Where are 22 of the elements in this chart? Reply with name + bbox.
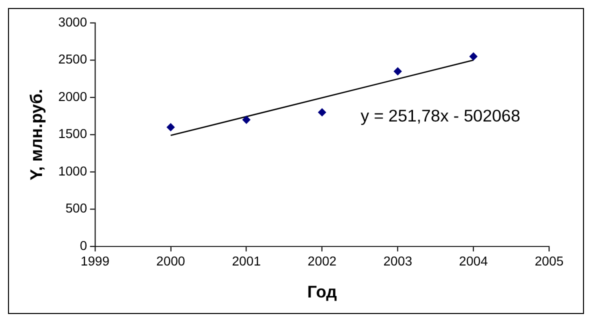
y-tick-label: 1500 — [58, 126, 88, 142]
y-tick-label: 2000 — [58, 88, 88, 104]
y-tick-label: 3000 — [58, 14, 88, 30]
y-tick-label: 500 — [65, 200, 88, 216]
x-tick-label: 2003 — [383, 254, 412, 269]
annotation: y = 251,78x - 502068 — [360, 106, 520, 126]
point — [469, 52, 478, 60]
x-tick-label: 1999 — [80, 254, 110, 269]
y-tick-label: 1000 — [58, 164, 88, 178]
y-axis-title: Y, млн.руб. — [26, 88, 46, 180]
point — [394, 67, 402, 76]
point — [166, 123, 175, 132]
x-tick-label: 2004 — [459, 254, 488, 269]
x-tick-label: 2005 — [534, 254, 564, 269]
point — [242, 116, 250, 124]
point — [318, 108, 326, 116]
x-tick-label: 2000 — [156, 254, 186, 269]
x-axis-title: Год — [307, 282, 338, 302]
x-tick-label: 2001 — [232, 254, 261, 269]
y-tick-label: 0 — [80, 238, 88, 253]
x-tick-label: 2002 — [308, 254, 336, 269]
y-tick-label: 2500 — [58, 52, 88, 67]
